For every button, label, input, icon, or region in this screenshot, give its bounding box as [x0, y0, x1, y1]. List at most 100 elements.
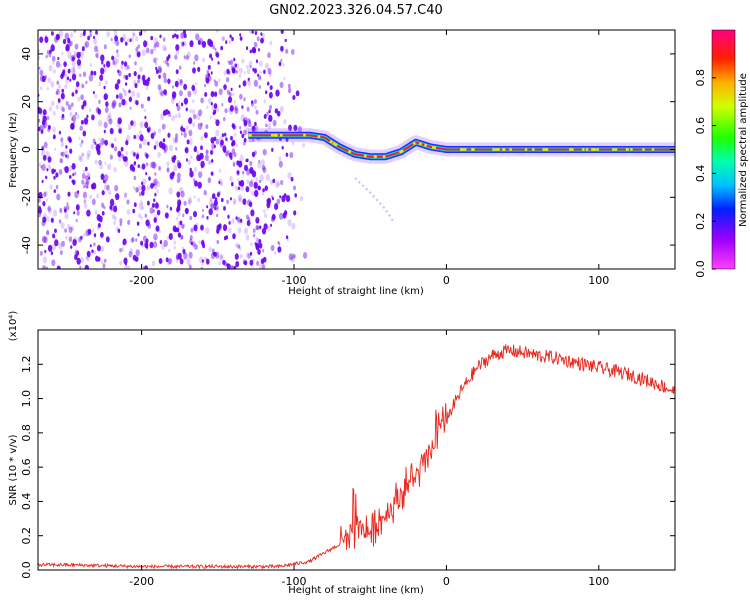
noise-dot — [228, 91, 232, 97]
noise-dot — [41, 75, 46, 83]
noise-dot — [81, 152, 85, 158]
noise-dot — [186, 139, 190, 145]
noise-dot — [189, 235, 193, 241]
noise-dot — [139, 121, 144, 128]
ridge-speck — [270, 133, 274, 137]
ridge-speck — [581, 148, 585, 151]
noise-dot — [94, 93, 98, 99]
noise-dot — [267, 81, 270, 86]
noise-dot — [234, 253, 239, 260]
noise-dot — [50, 44, 55, 52]
noise-dot — [248, 201, 253, 208]
ridge-speck — [382, 155, 386, 159]
noise-dot — [175, 49, 180, 56]
noise-dot — [135, 134, 140, 140]
noise-dot — [245, 158, 248, 163]
noise-dot — [123, 192, 128, 199]
noise-dot — [174, 33, 177, 38]
ridge-speck — [630, 148, 633, 151]
noise-dot — [58, 242, 63, 250]
noise-dot — [168, 233, 173, 240]
noise-dot — [240, 114, 245, 122]
noise-dot — [177, 211, 181, 217]
colorbar-tick-label: 0.6 — [694, 117, 707, 135]
noise-dot — [251, 100, 254, 104]
noise-dot — [221, 197, 224, 203]
noise-dot — [173, 240, 177, 245]
chart-title: GN02.2023.326.04.57.C40 — [269, 3, 443, 18]
spectrogram-plot-area — [38, 30, 675, 269]
noise-dot — [145, 219, 150, 227]
noise-dot — [231, 141, 234, 147]
noise-dot — [38, 205, 41, 210]
noise-dot — [291, 49, 295, 55]
noise-dot — [146, 184, 151, 191]
noise-dot — [64, 166, 69, 174]
noise-dot — [50, 217, 54, 223]
noise-dot — [172, 34, 175, 39]
noise-dot — [63, 166, 66, 171]
noise-dot — [103, 93, 109, 101]
noise-dot — [194, 54, 199, 62]
noise-dot — [233, 200, 236, 205]
noise-dot — [259, 174, 264, 182]
noise-dot — [104, 106, 109, 113]
noise-dot — [42, 200, 46, 207]
noise-dot — [174, 114, 178, 119]
noise-dot — [177, 252, 182, 260]
noise-dot — [93, 38, 98, 45]
noise-dot — [56, 34, 60, 39]
noise-dot — [150, 48, 154, 55]
noise-dot — [254, 125, 259, 132]
noise-dot — [88, 231, 91, 236]
noise-dot — [76, 51, 81, 59]
noise-dot — [86, 250, 91, 258]
noise-dot — [174, 54, 178, 60]
noise-dot — [257, 248, 261, 255]
noise-dot — [262, 33, 265, 38]
noise-dot — [161, 243, 165, 250]
noise-dot — [42, 109, 47, 116]
noise-dot — [253, 79, 259, 87]
noise-dot — [243, 261, 246, 265]
noise-dot — [243, 227, 249, 235]
noise-dot — [192, 99, 195, 104]
noise-dot — [259, 263, 263, 269]
noise-dot — [290, 256, 295, 263]
noise-dot — [122, 238, 127, 246]
noise-dot — [179, 90, 183, 97]
noise-dot — [229, 109, 233, 115]
noise-dot — [133, 152, 136, 157]
noise-dot — [106, 184, 110, 191]
noise-dot — [206, 105, 209, 109]
noise-dot — [261, 164, 266, 171]
noise-dot — [51, 259, 56, 267]
noise-dot — [156, 57, 159, 61]
noise-dot — [45, 175, 48, 180]
noise-dot — [230, 87, 233, 92]
noise-dot — [62, 69, 66, 75]
noise-dot — [284, 38, 287, 43]
noise-dot — [230, 265, 234, 269]
noise-dot — [150, 35, 154, 41]
noise-dot — [246, 168, 251, 176]
noise-dot — [154, 172, 157, 176]
noise-dot — [246, 68, 251, 75]
noise-dot — [166, 166, 170, 172]
noise-dot — [279, 212, 284, 220]
noise-dot — [231, 36, 234, 42]
noise-dot — [52, 126, 56, 133]
noise-dot — [182, 128, 186, 133]
noise-dot — [55, 104, 59, 110]
noise-dot — [130, 237, 134, 244]
noise-dot — [103, 140, 106, 144]
noise-dot — [105, 80, 108, 85]
noise-dot — [66, 205, 70, 211]
noise-dot — [64, 208, 67, 213]
noise-dot — [190, 227, 194, 233]
noise-dot — [84, 40, 90, 48]
noise-dot — [196, 113, 201, 121]
noise-dot — [190, 241, 193, 246]
noise-dot — [192, 67, 196, 74]
